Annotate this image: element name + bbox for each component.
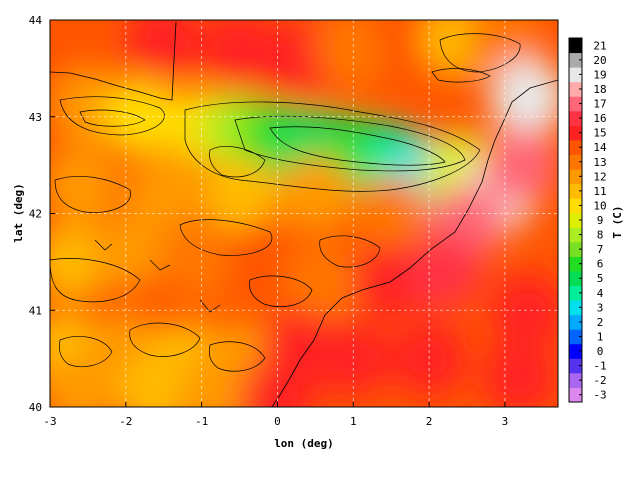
y-tick-label: 40 [29,401,42,414]
colorbar-tick-label: 21 [593,39,606,52]
x-tick-label: 0 [274,415,281,428]
field-sample [118,354,195,407]
colorbar-segment [569,52,582,68]
colorbar-segment [569,358,582,374]
colorbar-segment [569,183,582,199]
field-sample [178,354,255,407]
field-sample [489,272,558,349]
colorbar-tick-label: 18 [593,83,606,96]
x-tick-label: -2 [119,415,132,428]
x-tick-label: -3 [43,415,56,428]
colorbar-segment [569,241,582,257]
field-sample [315,20,392,88]
y-tick-label: 41 [29,304,42,317]
colorbar-tick-label: 2 [597,316,604,329]
contour-lines [50,33,521,372]
x-tick-label: -1 [195,415,208,428]
field-sample [50,146,119,223]
field-sample [201,20,278,88]
colorbar-tick-label: 13 [593,156,606,169]
colorbar-tick-label: 19 [593,68,606,81]
field-sample [87,214,164,291]
colorbar-segment [569,96,582,112]
colorbar-segment [569,81,582,97]
field-sample [482,127,558,204]
colorbar-tick-label: -3 [593,389,606,402]
y-tick-label: 44 [29,14,43,27]
colorbar-segment [569,270,582,287]
colorbar-label: T (C) [611,205,624,238]
x-tick-label: 2 [426,415,433,428]
colorbar-segment [569,329,582,345]
colorbar-segment [569,343,582,359]
coastline [50,21,558,407]
colorbar-tick-label: 14 [593,141,607,154]
field-sample [406,233,483,310]
field-sample [489,59,558,136]
colorbar-segment [569,154,582,170]
colorbar-tick-label: 1 [597,330,604,343]
colorbar-tick-label: 15 [593,127,606,140]
colorbar-segment [569,212,582,228]
colorbar-segment [569,300,582,316]
colorbar-tick-label: 5 [597,272,604,285]
colorbar-segment [569,67,582,83]
colorbar-segment [569,198,582,214]
y-tick-label: 43 [29,111,42,124]
field-sample [353,175,430,252]
colorbar-tick-label: 4 [597,287,604,300]
colorbar-segment [569,38,582,54]
grid-lines [50,20,558,407]
field-sample [277,156,354,233]
temperature-field [50,20,558,407]
x-tick-label: 1 [350,415,357,428]
colorbar-segment [569,110,582,126]
colorbar-tick-label: 16 [593,112,606,125]
colorbar-segment [569,169,582,185]
field-sample [482,339,558,407]
y-tick-label: 42 [29,208,42,221]
x-tick-label: 3 [502,415,509,428]
colorbar-segment [569,314,582,330]
colorbar-segment [569,256,582,272]
colorbar-tick-label: 20 [593,54,606,67]
colorbar-tick-label: 10 [593,199,606,212]
colorbar-tick-label: 17 [593,98,606,111]
colorbar-tick-label: -1 [593,360,606,373]
colorbar-tick-label: 11 [593,185,606,198]
colorbar-tick-label: 12 [593,170,606,183]
colorbar-tick-label: 7 [597,243,604,256]
colorbar-tick-label: 6 [597,258,604,271]
colorbar-segment [569,387,582,403]
field-blobs [50,20,558,407]
colorbar-tick-label: 9 [597,214,604,227]
colorbar-tick-label: 8 [597,229,604,242]
colorbar-segment [569,372,582,388]
field-sample [125,20,202,78]
colorbar-segment [569,227,582,243]
colorbar-tick-label: 0 [597,345,604,358]
field-sample [239,359,316,407]
colorbar-segment [569,125,582,141]
y-axis: 40 41 42 43 44 [29,14,55,414]
colorbar-segment [569,139,582,155]
colorbar-tick-label: -2 [593,374,606,387]
field-sample [224,223,301,300]
colorbar-segment [569,285,582,301]
x-axis-label: lon (deg) [274,437,334,450]
field-sample [50,354,119,407]
x-axis: -3 -2 -1 0 1 2 3 [43,402,508,428]
y-axis-label: lat (deg) [12,183,25,243]
colorbar-tick-label: 3 [597,301,604,314]
field-sample [201,156,278,233]
